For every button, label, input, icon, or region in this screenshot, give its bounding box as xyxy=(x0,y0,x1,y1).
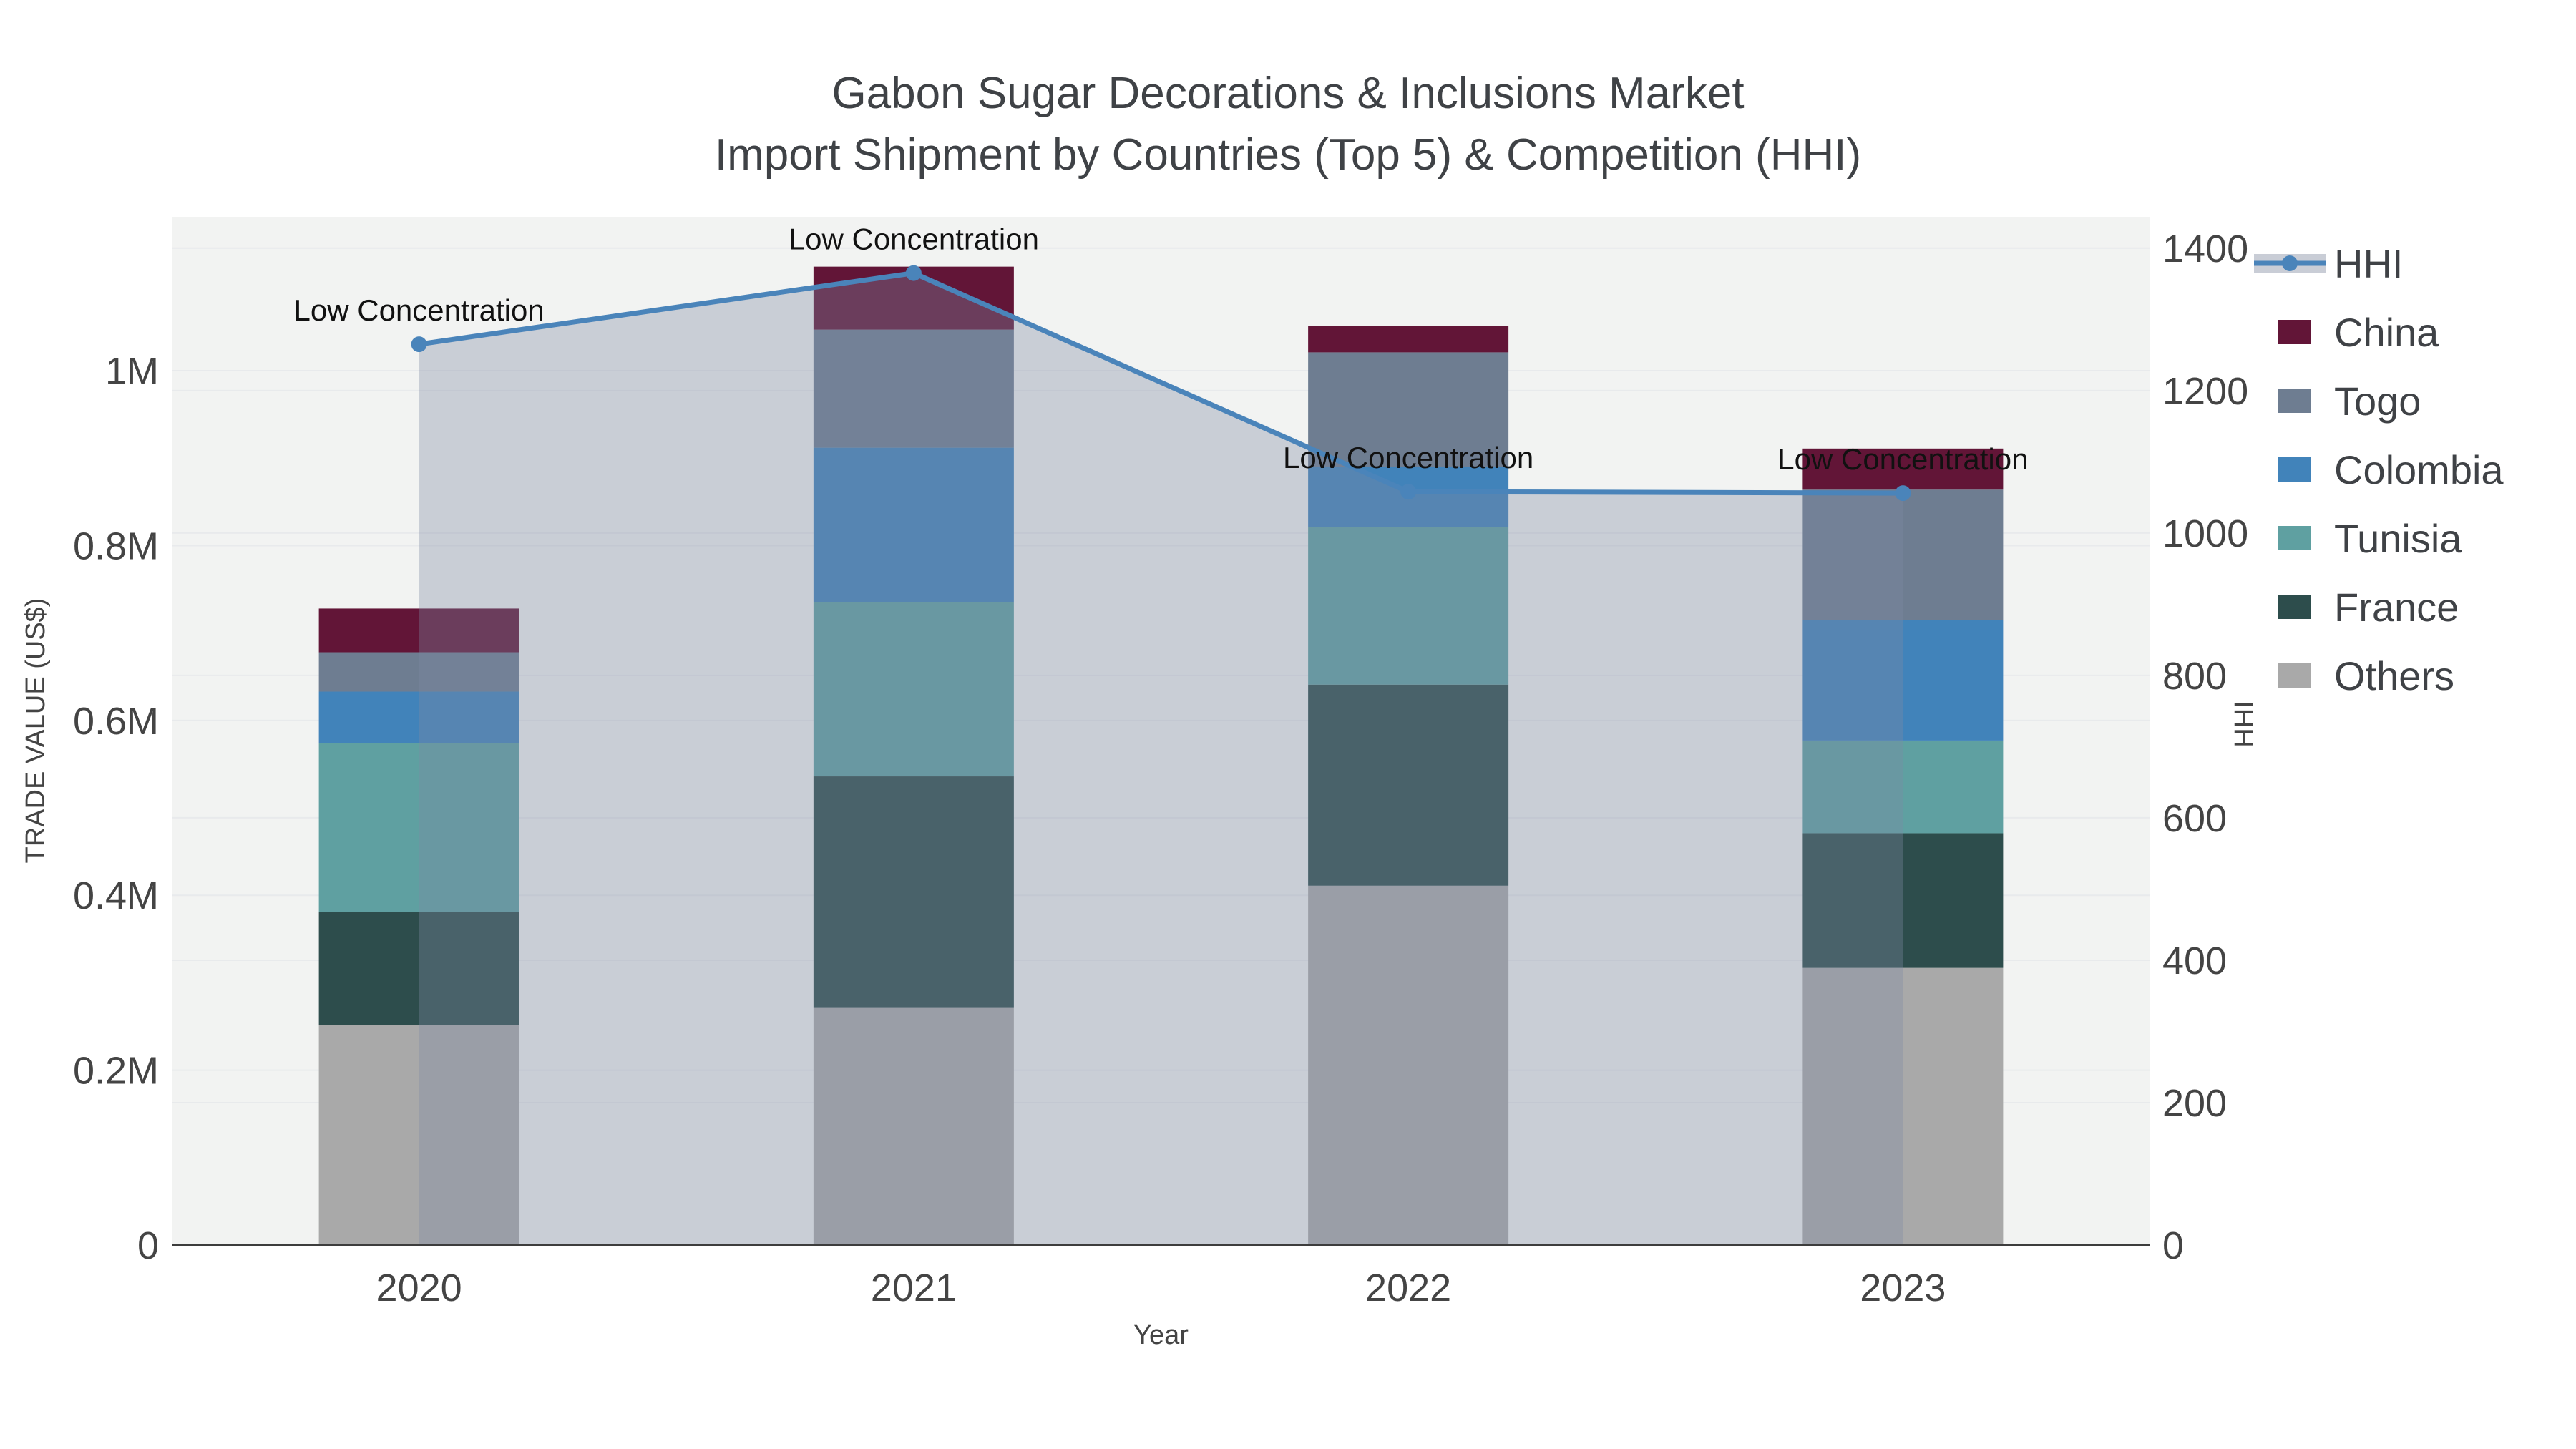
bar-2022-tunisia[interactable] xyxy=(1308,527,1509,685)
bar-2021-tunisia[interactable] xyxy=(813,602,1014,777)
y-right-tick-1000: 1000 xyxy=(2162,512,2248,555)
bar-2022-others[interactable] xyxy=(1308,885,1509,1245)
x-axis-title: Year xyxy=(1133,1320,1189,1350)
y-left-tick-0.4M: 0.4M xyxy=(73,874,159,917)
y-left-axis-title: TRADE VALUE (US$) xyxy=(21,598,51,864)
legend-label: China xyxy=(2334,310,2439,355)
legend-label: Colombia xyxy=(2334,447,2504,492)
hhi-point-2020[interactable] xyxy=(411,336,427,353)
legend-swatch xyxy=(2278,389,2311,413)
y-right-tick-1200: 1200 xyxy=(2162,370,2248,413)
bar-2020-others[interactable] xyxy=(318,1025,519,1245)
bar-2023-others[interactable] xyxy=(1802,967,2004,1245)
chart-subtitle: Import Shipment by Countries (Top 5) & C… xyxy=(714,130,1862,180)
bar-2020-china[interactable] xyxy=(318,608,519,653)
legend-label: Togo xyxy=(2334,379,2421,424)
y-left-tick-0.2M: 0.2M xyxy=(73,1050,159,1093)
hhi-point-2022[interactable] xyxy=(1400,484,1417,500)
legend-item-colombia[interactable]: Colombia xyxy=(2278,447,2504,492)
bar-2020-colombia[interactable] xyxy=(318,691,519,743)
bar-2020-togo[interactable] xyxy=(318,652,519,692)
x-tick-2023: 2023 xyxy=(1860,1267,1946,1309)
annotation-2021: Low Concentration xyxy=(789,223,1039,256)
legend-swatch xyxy=(2278,526,2311,550)
y-left-tick-0.6M: 0.6M xyxy=(73,700,159,743)
y-right-tick-800: 800 xyxy=(2162,655,2227,698)
hhi-point-2021[interactable] xyxy=(905,265,922,281)
bar-2021-togo[interactable] xyxy=(813,329,1014,448)
legend-item-others[interactable]: Others xyxy=(2278,653,2454,698)
y-left-tick-0: 0 xyxy=(137,1224,159,1267)
y-left-tick-0.8M: 0.8M xyxy=(73,525,159,567)
hhi-area-fill xyxy=(419,273,1903,1245)
bar-2021-france[interactable] xyxy=(813,776,1014,1008)
legend-item-tunisia[interactable]: Tunisia xyxy=(2278,516,2462,561)
bar-2022-france[interactable] xyxy=(1308,684,1509,886)
legend-hhi-marker xyxy=(2282,255,2298,271)
legend-swatch xyxy=(2278,595,2311,619)
legend-label: Others xyxy=(2334,653,2454,698)
y-right-tick-200: 200 xyxy=(2162,1082,2227,1125)
legend-item-france[interactable]: France xyxy=(2278,585,2459,630)
bar-2023-france[interactable] xyxy=(1802,833,2004,968)
y-right-axis-title: HHI xyxy=(2230,701,2260,747)
y-right-tick-1400: 1400 xyxy=(2162,228,2248,270)
legend-item-china[interactable]: China xyxy=(2278,310,2439,355)
x-tick-2020: 2020 xyxy=(376,1267,462,1309)
bar-2021-others[interactable] xyxy=(813,1007,1014,1245)
legend-swatch xyxy=(2278,320,2311,344)
legend-swatch xyxy=(2278,457,2311,482)
hhi-line xyxy=(416,270,1906,496)
annotation-2023: Low Concentration xyxy=(1777,442,2028,476)
bar-2020-france[interactable] xyxy=(318,912,519,1025)
chart-title: Gabon Sugar Decorations & Inclusions Mar… xyxy=(831,69,1745,118)
hhi-point-2023[interactable] xyxy=(1895,485,1911,502)
bar-2022-togo[interactable] xyxy=(1308,352,1509,467)
legend-item-togo[interactable]: Togo xyxy=(2278,379,2421,424)
bar-2020-tunisia[interactable] xyxy=(318,743,519,912)
legend-label: HHI xyxy=(2334,241,2403,286)
annotation-2022: Low Concentration xyxy=(1283,441,1533,474)
bar-2023-china[interactable] xyxy=(1802,448,2004,490)
legend-swatch xyxy=(2278,663,2311,688)
bar-2023-togo[interactable] xyxy=(1802,489,2004,620)
x-tick-2021: 2021 xyxy=(871,1267,957,1309)
x-tick-2022: 2022 xyxy=(1365,1267,1451,1309)
y-right-tick-400: 400 xyxy=(2162,940,2227,982)
bar-2023-colombia[interactable] xyxy=(1802,620,2004,741)
y-right-tick-0: 0 xyxy=(2162,1224,2184,1267)
legend-label: France xyxy=(2334,585,2459,630)
bar-2022-china[interactable] xyxy=(1308,326,1509,353)
annotation-2020: Low Concentration xyxy=(294,293,545,327)
legend-item-hhi[interactable]: HHI xyxy=(2254,241,2403,286)
y-left-tick-1M: 1M xyxy=(105,350,159,393)
legend-label: Tunisia xyxy=(2334,516,2462,561)
y-right-tick-600: 600 xyxy=(2162,797,2227,840)
bar-2023-tunisia[interactable] xyxy=(1802,740,2004,834)
bar-2021-colombia[interactable] xyxy=(813,447,1014,602)
